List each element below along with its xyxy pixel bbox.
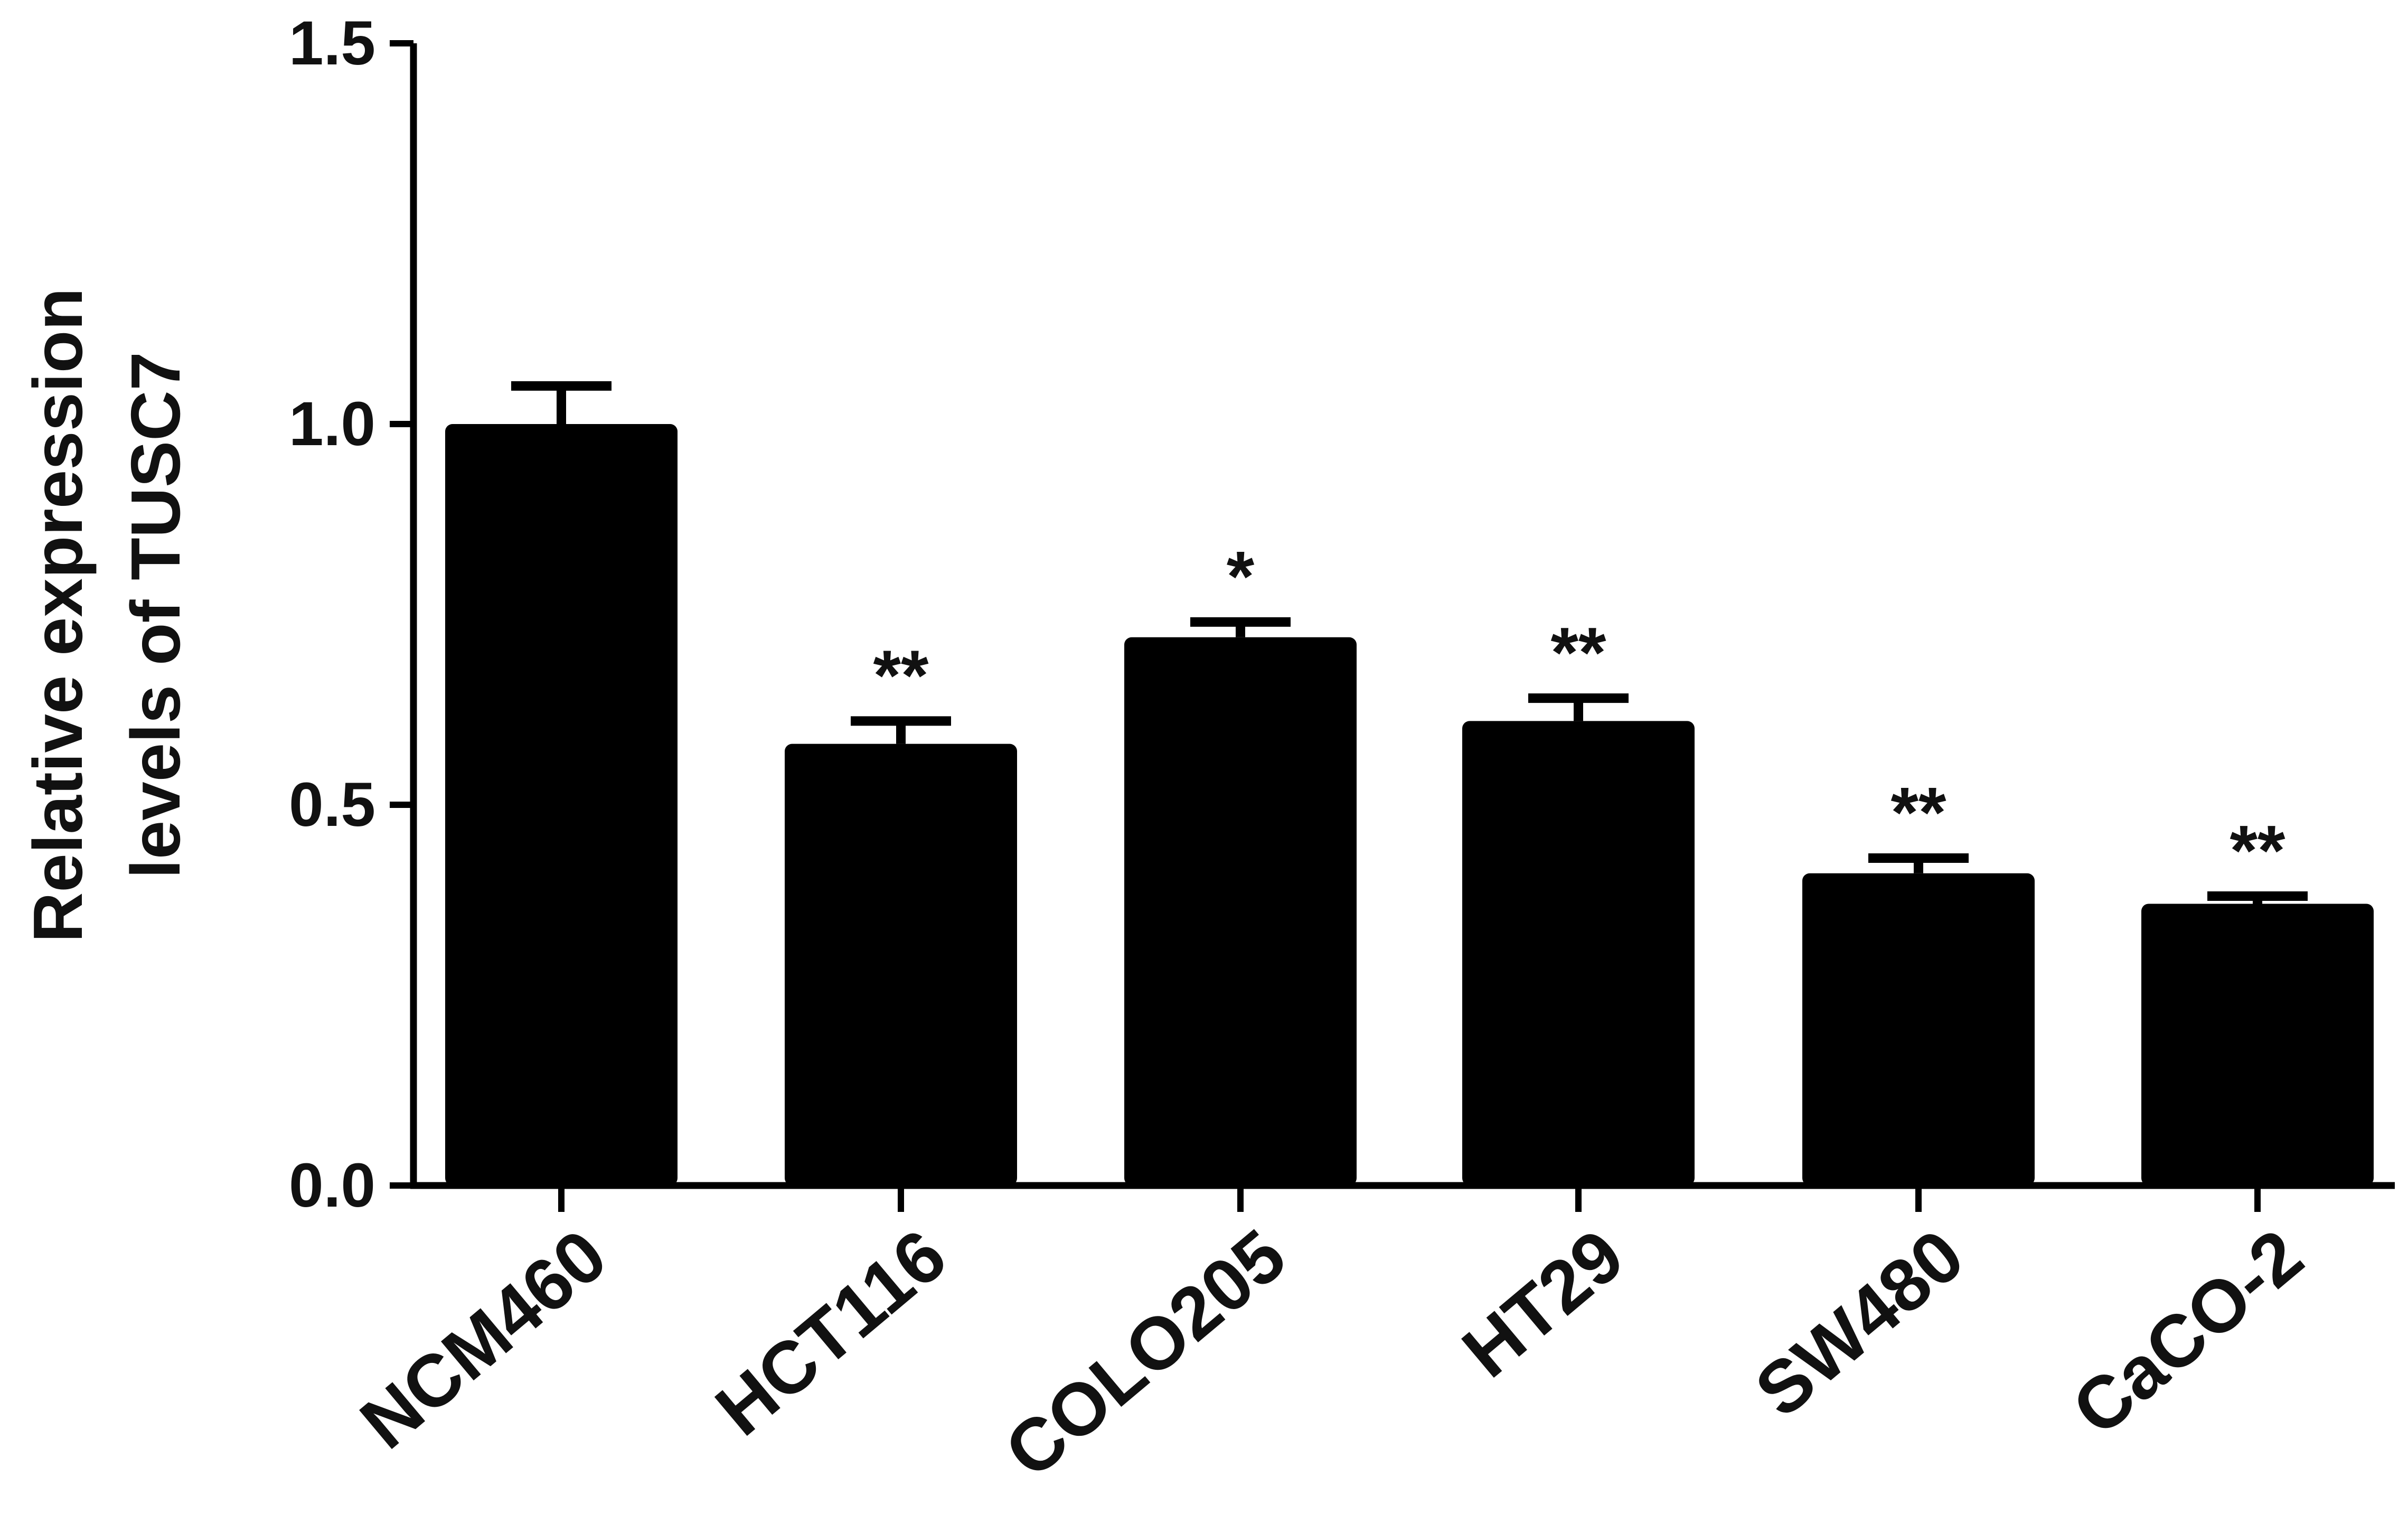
y-tick-label: 0.5	[289, 770, 375, 840]
y-axis-label-line-2: levels of TUSC7	[117, 352, 194, 879]
x-tick-label: HT29	[1447, 1213, 1639, 1393]
bar	[445, 424, 678, 1186]
x-tick-label: HCT116	[700, 1213, 961, 1451]
bar	[1462, 721, 1695, 1186]
significance-marker: **	[1550, 613, 1606, 692]
bar	[1802, 873, 2035, 1186]
x-tick-label: NCM460	[345, 1213, 622, 1464]
x-tick-label: CaCO-2	[2057, 1213, 2318, 1451]
significance-marker: **	[873, 635, 929, 715]
y-tick-label: 1.5	[289, 8, 375, 78]
significance-marker: **	[2230, 811, 2285, 890]
y-tick-label: 0.0	[289, 1151, 375, 1220]
significance-marker: *	[1227, 537, 1255, 616]
x-tick-label: SW480	[1740, 1213, 1979, 1433]
bar	[2141, 904, 2374, 1186]
significance-marker: **	[1890, 773, 1946, 852]
bar	[1124, 637, 1357, 1186]
bar	[785, 744, 1017, 1186]
x-tick-label: COLO205	[990, 1213, 1301, 1493]
y-axis-label-line-1: Relative expression	[19, 288, 97, 943]
y-tick-label: 1.0	[289, 389, 375, 459]
